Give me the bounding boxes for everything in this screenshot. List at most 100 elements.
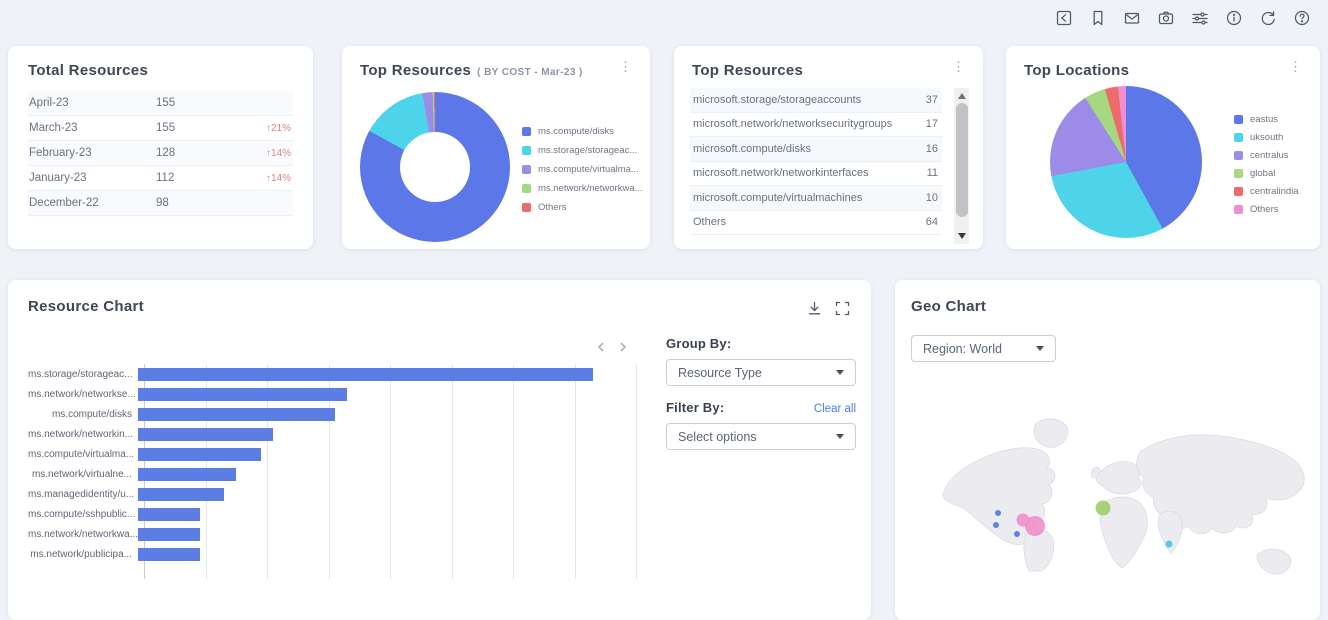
bar[interactable] [138, 467, 237, 481]
bar-label: ms.network/networkwa... [28, 528, 138, 540]
geo-marker[interactable] [1025, 516, 1045, 536]
kebab-menu-icon[interactable]: ⋮ [619, 59, 632, 74]
resource-chart-card: Resource Chart ms.storage/storageac... ms… [8, 280, 871, 620]
gridline [636, 364, 637, 579]
card-title: Geo Chart [911, 298, 987, 315]
table-row: February-23 128 ↑14% [28, 141, 293, 166]
bar[interactable] [138, 367, 594, 381]
legend-item[interactable]: centralindia [1234, 186, 1299, 197]
bar[interactable] [138, 407, 335, 421]
legend-item[interactable]: centralus [1234, 150, 1299, 161]
kebab-menu-icon[interactable]: ⋮ [952, 59, 965, 74]
scroll-up-icon[interactable] [957, 93, 966, 99]
legend-item[interactable]: global [1234, 168, 1299, 179]
list-item: microsoft.storage/storageaccounts 37 [690, 88, 942, 113]
group-by-label: Group By: [666, 336, 732, 351]
legend-item[interactable]: eastus [1234, 114, 1299, 125]
geo-marker[interactable] [993, 522, 999, 528]
bar[interactable] [138, 387, 348, 401]
legend-item[interactable]: uksouth [1234, 132, 1299, 143]
bar-track [138, 524, 630, 544]
donut-chart[interactable] [360, 92, 510, 242]
filter-select[interactable]: Select options [666, 423, 856, 450]
bar-row: ms.network/publicipa... [28, 544, 646, 564]
pie-chart[interactable] [1050, 86, 1202, 238]
group-by-select[interactable]: Resource Type [666, 359, 856, 386]
next-page-icon[interactable] [614, 338, 632, 356]
mail-icon[interactable] [1122, 8, 1142, 28]
legend-label: Others [1250, 204, 1279, 215]
row-value: 155 [156, 122, 176, 134]
bar-track [138, 484, 630, 504]
legend-item[interactable]: ms.storage/storageac... [522, 145, 643, 156]
bar-row: ms.network/virtualne... [28, 464, 646, 484]
legend-item[interactable]: ms.compute/virtualma... [522, 164, 643, 175]
row-label: January-23 [29, 172, 87, 184]
map-australia [1256, 548, 1292, 575]
world-map[interactable] [937, 413, 1317, 588]
region-select[interactable]: Region: World [911, 335, 1056, 362]
row-label: March-23 [29, 122, 78, 134]
list-item: microsoft.compute/disks 16 [690, 137, 942, 162]
bar-track [138, 364, 630, 384]
legend-swatch [522, 184, 531, 193]
legend-item[interactable]: ms.network/networkwa... [522, 183, 643, 194]
bar[interactable] [138, 487, 225, 501]
row-value: 128 [156, 147, 176, 159]
filter-by-label: Filter By: [666, 400, 725, 415]
card-title: Top Locations [1024, 62, 1130, 79]
chevron-down-icon [836, 434, 844, 439]
map-europe [1096, 461, 1142, 495]
geo-marker[interactable] [1014, 531, 1020, 537]
bar-track [138, 404, 630, 424]
bar-label: ms.network/networkin... [28, 428, 134, 440]
legend-label: eastus [1250, 114, 1278, 125]
refresh-icon[interactable] [1258, 8, 1278, 28]
download-icon[interactable] [806, 300, 823, 317]
legend-item[interactable]: Others [1234, 204, 1299, 215]
kebab-menu-icon[interactable]: ⋮ [1289, 59, 1302, 74]
row-delta: ↑14% [265, 172, 291, 184]
row-label: Others [693, 216, 727, 229]
bar[interactable] [138, 527, 200, 541]
legend-label: ms.network/networkwa... [538, 183, 643, 194]
legend-label: centralindia [1250, 186, 1299, 197]
bar[interactable] [138, 547, 200, 561]
scroll-down-icon[interactable] [957, 233, 966, 239]
camera-icon[interactable] [1156, 8, 1176, 28]
card-title: Total Resources [28, 62, 149, 79]
bar-label: ms.storage/storageac... [28, 368, 133, 380]
map-india [1157, 510, 1183, 554]
geo-marker[interactable] [1095, 500, 1111, 516]
bar-row: ms.compute/disks [28, 404, 646, 424]
bar-track [138, 504, 630, 524]
sliders-icon[interactable] [1190, 8, 1210, 28]
clear-all-link[interactable]: Clear all [813, 403, 856, 415]
bar[interactable] [138, 427, 274, 441]
scrollbar[interactable] [954, 88, 969, 244]
legend-swatch [1234, 205, 1243, 214]
bar[interactable] [138, 507, 200, 521]
top-locations-card: Top Locations ⋮ eastus uksouth centralus gl… [1006, 46, 1320, 249]
bookmark-icon[interactable] [1088, 8, 1108, 28]
info-icon[interactable] [1224, 8, 1244, 28]
bar[interactable] [138, 447, 261, 461]
row-label: microsoft.compute/disks [693, 142, 811, 155]
row-label: February-23 [29, 147, 92, 159]
scrollbar-thumb[interactable] [955, 103, 968, 217]
gridline [328, 364, 330, 579]
map-asia [1136, 434, 1305, 535]
share-icon[interactable] [1054, 8, 1074, 28]
geo-marker[interactable] [995, 510, 1001, 516]
geo-marker[interactable] [1165, 540, 1173, 548]
legend-item[interactable]: ms.compute/disks [522, 126, 643, 137]
top-resources-rows: microsoft.storage/storageaccounts 37 micro… [690, 88, 942, 235]
bar-track [138, 464, 630, 484]
row-delta: ↑21% [265, 122, 291, 134]
legend-item[interactable]: Others [522, 202, 643, 213]
row-label: microsoft.storage/storageaccounts [693, 93, 862, 106]
group-by-value: Resource Type [678, 365, 762, 380]
fullscreen-icon[interactable] [834, 300, 851, 317]
prev-page-icon[interactable] [592, 338, 610, 356]
help-icon[interactable] [1292, 8, 1312, 28]
